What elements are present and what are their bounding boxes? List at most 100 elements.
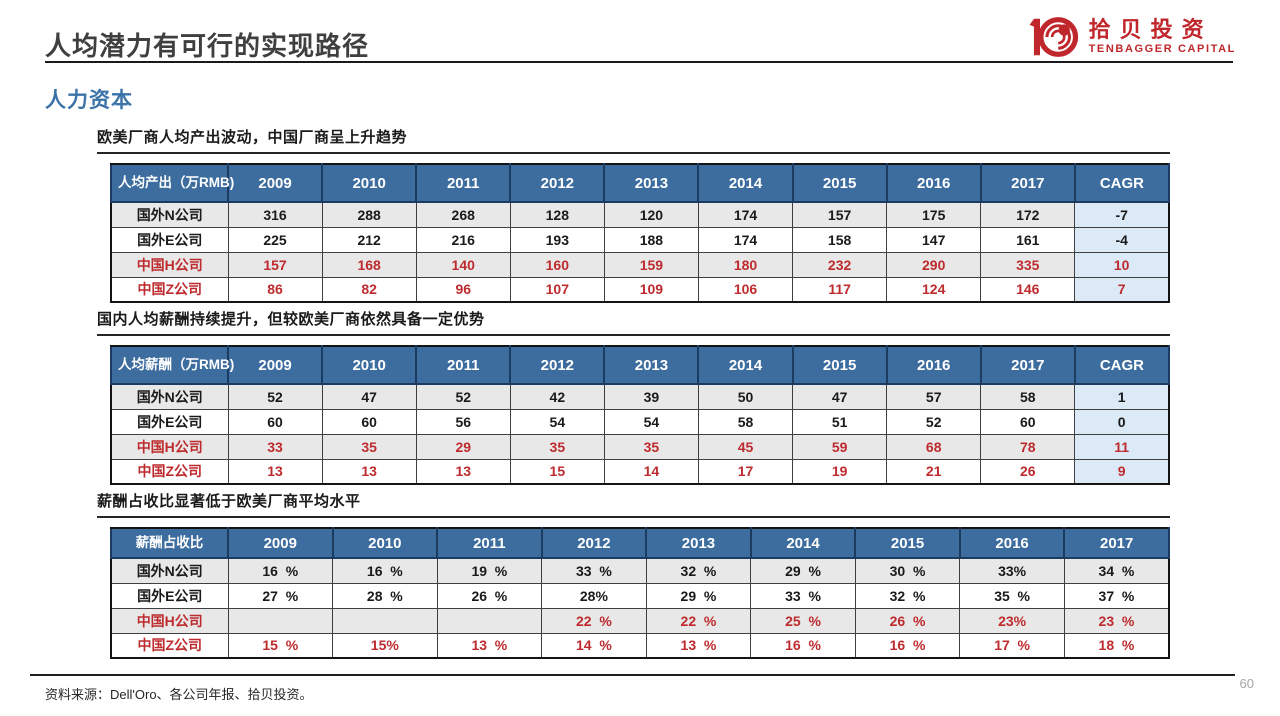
- value-cell: 26 %: [436, 582, 543, 609]
- value-cell: 13 %: [436, 632, 543, 659]
- value-cell: 37 %: [1063, 582, 1170, 609]
- value-cell: 29 %: [645, 582, 752, 609]
- value-cell: 13: [321, 458, 417, 485]
- year-column-header: 2016: [958, 527, 1066, 559]
- value-cell: 35: [603, 433, 699, 460]
- corner-header: 人均薪酬（万RMB): [110, 345, 234, 385]
- year-column-header: 2010: [321, 345, 418, 385]
- table-row: 中国H公司 22 % 22 % 25 % 26 % 23% 23 %: [110, 607, 1170, 634]
- value-cell: 30 %: [854, 557, 961, 584]
- row-label: 中国Z公司: [110, 458, 229, 485]
- value-cell: 16 %: [227, 557, 334, 584]
- value-cell: 47: [321, 383, 417, 410]
- value-cell: 13 %: [645, 632, 752, 659]
- value-cell: 15 %: [227, 632, 334, 659]
- value-cell: 14: [603, 458, 699, 485]
- company-logo: 拾贝投资 TENBAGGER CAPITAL: [1027, 14, 1236, 60]
- footer-divider: [30, 674, 1235, 676]
- value-cell: 172: [980, 201, 1076, 228]
- value-cell: 146: [980, 276, 1076, 303]
- value-cell: 21: [886, 458, 982, 485]
- corner-header: 薪酬占收比: [110, 527, 229, 559]
- table-row: 中国H公司 33 35 29 35 35 45 59 68 78 11: [110, 433, 1170, 460]
- value-cell: 13: [415, 458, 511, 485]
- value-cell: 335: [980, 251, 1076, 278]
- value-cell: 16 %: [854, 632, 961, 659]
- year-column-header: 2013: [645, 527, 752, 559]
- row-label: 国外E公司: [110, 408, 229, 435]
- value-cell: 174: [697, 201, 794, 228]
- year-column-header: 2011: [415, 345, 512, 385]
- table-row: 中国Z公司 86 82 96 107 109 106 117 124 146 7: [110, 276, 1170, 303]
- logo-name-en: TENBAGGER CAPITAL: [1088, 42, 1236, 55]
- year-column-header: 2013: [603, 163, 700, 203]
- table-row: 中国H公司 157 168 140 160 159 180 232 290 335 10: [110, 251, 1170, 278]
- value-cell: 54: [603, 408, 699, 435]
- year-column-header: 2015: [791, 163, 888, 203]
- data-table: 人均产出（万RMB) 2009 2010 2011 2012 2013 2014 2015 20…: [110, 163, 1171, 303]
- value-cell: 18 %: [1063, 632, 1170, 659]
- value-cell: 96: [415, 276, 511, 303]
- value-cell: 1: [1074, 383, 1170, 410]
- value-cell: 268: [415, 201, 511, 228]
- row-label: 国外N公司: [110, 557, 229, 584]
- year-column-header: 2015: [791, 345, 888, 385]
- page-number: 60: [1239, 676, 1254, 691]
- value-cell: 32 %: [854, 582, 961, 609]
- value-cell: 157: [792, 201, 888, 228]
- year-column-header: 2012: [509, 345, 606, 385]
- value-cell: 107: [509, 276, 605, 303]
- year-column-header: 2017: [1063, 527, 1170, 559]
- section-title: 人力资本: [45, 89, 133, 112]
- cagr-column-header: CAGR: [1073, 163, 1171, 203]
- year-column-header: 2016: [885, 345, 982, 385]
- value-cell: 212: [321, 226, 417, 253]
- table-row: 国外N公司 316 288 268 128 120 174 157 175 172 -7: [110, 201, 1170, 228]
- year-column-header: 2011: [436, 527, 543, 559]
- value-cell: 35: [321, 433, 417, 460]
- year-column-header: 2014: [749, 527, 857, 559]
- year-column-header: 2016: [885, 163, 982, 203]
- value-cell: 45: [697, 433, 794, 460]
- value-cell: 56: [415, 408, 511, 435]
- page-title: 人均潜力有可行的实现路径: [45, 31, 370, 61]
- value-cell: [332, 607, 438, 634]
- value-cell: 59: [792, 433, 888, 460]
- value-cell: 26 %: [854, 607, 961, 634]
- table-block-salary-ratio: 薪酬占收比显著低于欧美厂商平均水平 薪酬占收比 2009 2010 2011 2012 2…: [97, 490, 1170, 659]
- value-cell: 57: [886, 383, 982, 410]
- year-column-header: 2012: [540, 527, 648, 559]
- value-cell: 82: [321, 276, 417, 303]
- table-caption: 薪酬占收比显著低于欧美厂商平均水平: [97, 490, 1170, 518]
- table-row: 国外E公司 225 212 216 193 188 174 158 147 161 -4: [110, 226, 1170, 253]
- value-cell: 22 %: [645, 607, 752, 634]
- value-cell: 140: [415, 251, 511, 278]
- row-label: 国外E公司: [110, 226, 229, 253]
- value-cell: 52: [227, 383, 323, 410]
- corner-header: 人均产出（万RMB): [110, 163, 234, 203]
- year-column-header: 2014: [697, 345, 794, 385]
- table-caption: 国内人均薪酬持续提升，但较欧美厂商依然具备一定优势: [97, 308, 1170, 336]
- value-cell: 86: [227, 276, 323, 303]
- header-row: 人均薪酬（万RMB) 2009 2010 2011 2012 2013 2014 2015 20…: [110, 345, 1171, 385]
- value-cell: 52: [886, 408, 982, 435]
- logo-name-cn: 拾贝投资: [1088, 16, 1213, 42]
- value-cell: 28%: [541, 582, 647, 609]
- value-cell: 39: [603, 383, 699, 410]
- value-cell: 34 %: [1063, 557, 1170, 584]
- value-cell: 316: [227, 201, 323, 228]
- value-cell: 22 %: [541, 607, 647, 634]
- value-cell: 28 %: [332, 582, 438, 609]
- value-cell: 288: [321, 201, 417, 228]
- value-cell: -4: [1074, 226, 1170, 253]
- table-row: 国外E公司 27 % 28 % 26 % 28% 29 % 33 % 32 % 35 % 37 %: [110, 582, 1170, 609]
- value-cell: [436, 607, 543, 634]
- value-cell: 216: [415, 226, 511, 253]
- row-label: 国外E公司: [110, 582, 229, 609]
- row-label: 中国H公司: [110, 251, 229, 278]
- value-cell: 42: [509, 383, 605, 410]
- value-cell: 174: [697, 226, 794, 253]
- value-cell: 193: [509, 226, 605, 253]
- value-cell: 225: [227, 226, 323, 253]
- header-row: 人均产出（万RMB) 2009 2010 2011 2012 2013 2014 2015 20…: [110, 163, 1171, 203]
